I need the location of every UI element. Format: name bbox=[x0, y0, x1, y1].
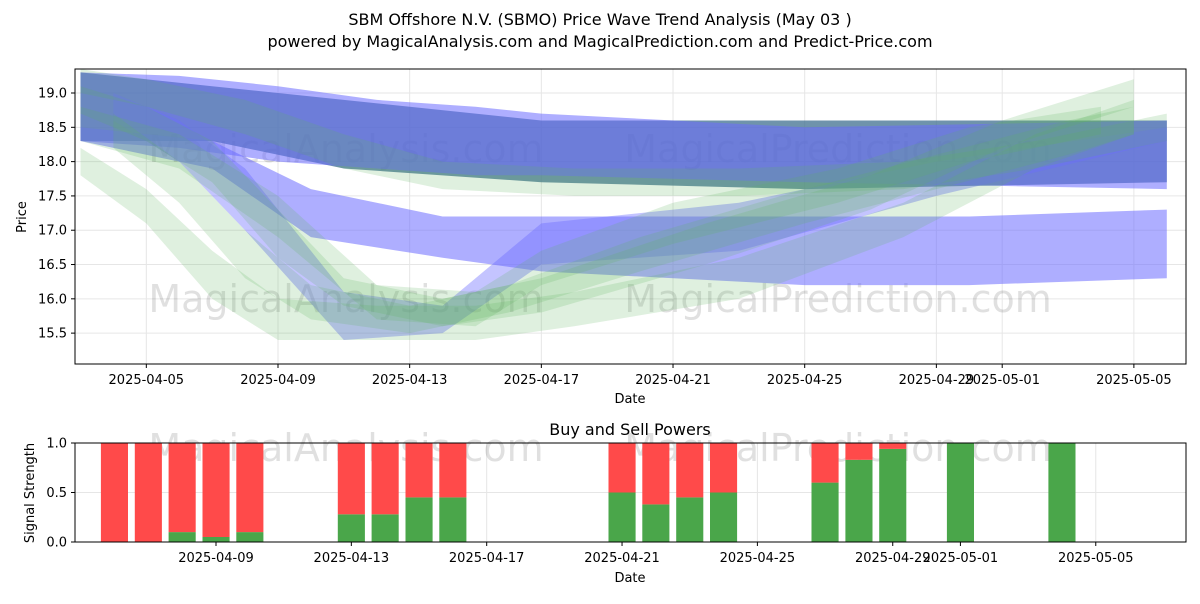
price-band bbox=[80, 127, 1167, 286]
price-x-tick-label: 2025-04-17 bbox=[504, 373, 580, 388]
watermark-text: MagicalAnalysis.com bbox=[148, 277, 543, 321]
price-band bbox=[113, 93, 1167, 340]
chart-title: SBM Offshore N.V. (SBMO) Price Wave Tren… bbox=[348, 10, 851, 29]
buy-bar bbox=[405, 497, 433, 542]
signal-y-ticks: 0.0 0.5 1.0 bbox=[46, 437, 75, 551]
sell-bar bbox=[879, 443, 907, 449]
buy-bar bbox=[439, 497, 467, 542]
signal-y-axis-label: Signal Strength bbox=[23, 443, 38, 543]
price-x-tick-label: 2025-04-25 bbox=[767, 373, 843, 388]
signal-x-tick-label: 2025-04-21 bbox=[584, 551, 660, 566]
price-band bbox=[80, 69, 1167, 196]
price-x-tick-label: 2025-04-09 bbox=[240, 373, 316, 388]
sell-bar bbox=[439, 443, 467, 498]
price-y-tick-label: 18.5 bbox=[38, 121, 67, 136]
sell-bar bbox=[608, 443, 636, 493]
sell-bar bbox=[405, 443, 433, 498]
price-x-axis-label: Date bbox=[614, 392, 645, 407]
price-x-tick-label: 2025-05-05 bbox=[1096, 373, 1172, 388]
sell-bar bbox=[337, 443, 365, 515]
price-y-tick-label: 15.5 bbox=[38, 327, 67, 342]
sell-bar bbox=[811, 443, 839, 483]
buy-bar bbox=[710, 492, 738, 542]
signal-x-tick-label: 2025-05-05 bbox=[1058, 551, 1134, 566]
price-band bbox=[80, 106, 1101, 327]
price-y-axis-label: Price bbox=[15, 201, 30, 233]
sell-bar bbox=[168, 443, 196, 533]
buy-bar bbox=[168, 532, 196, 542]
price-x-tick-label: 2025-04-21 bbox=[635, 373, 711, 388]
buy-bar bbox=[1048, 443, 1076, 542]
buy-bar bbox=[371, 514, 399, 542]
price-x-tick-label: 2025-04-13 bbox=[372, 373, 448, 388]
buy-bar bbox=[202, 537, 230, 542]
price-y-tick-label: 17.0 bbox=[38, 224, 67, 239]
price-y-tick-label: 19.0 bbox=[38, 87, 67, 102]
price-panel: MagicalAnalysis.com MagicalPrediction.co… bbox=[15, 68, 1187, 407]
buy-bar bbox=[845, 459, 873, 542]
price-y-tick-label: 16.5 bbox=[38, 258, 67, 273]
buy-bar bbox=[676, 497, 704, 542]
signal-y-tick-label: 1.0 bbox=[46, 437, 67, 452]
sell-bar bbox=[676, 443, 704, 498]
price-y-tick-label: 18.0 bbox=[38, 155, 67, 170]
price-band bbox=[80, 99, 1134, 341]
buy-bar bbox=[811, 482, 839, 542]
buy-bar bbox=[236, 532, 264, 542]
price-y-tick-label: 16.0 bbox=[38, 292, 67, 307]
signal-y-tick-label: 0.5 bbox=[46, 486, 67, 501]
buy-bar bbox=[608, 492, 636, 542]
sell-bar bbox=[236, 443, 264, 533]
sell-bar bbox=[710, 443, 738, 493]
sell-bar bbox=[134, 443, 162, 542]
buy-bar bbox=[337, 514, 365, 542]
signal-x-tick-label: 2025-04-09 bbox=[178, 551, 254, 566]
price-y-tick-label: 17.5 bbox=[38, 189, 67, 204]
buy-bar bbox=[879, 448, 907, 542]
signal-x-tick-label: 2025-04-17 bbox=[449, 551, 525, 566]
signal-panel: Buy and Sell Powers MagicalAnalysis.com … bbox=[23, 420, 1187, 586]
signal-title: Buy and Sell Powers bbox=[549, 420, 711, 439]
price-y-ticks: 15.5 16.0 16.5 17.0 17.5 18.0 18.5 19.0 bbox=[38, 87, 75, 342]
buy-bar bbox=[946, 443, 974, 542]
sell-bar bbox=[642, 443, 670, 505]
sell-bar bbox=[845, 443, 873, 460]
signal-x-axis-label: Date bbox=[614, 571, 645, 586]
price-band bbox=[80, 72, 1167, 190]
price-bands bbox=[80, 69, 1167, 341]
signal-x-ticks: 2025-04-09 2025-04-13 2025-04-17 2025-04-21… bbox=[178, 542, 1134, 566]
signal-x-tick-label: 2025-04-25 bbox=[720, 551, 796, 566]
sell-bar bbox=[371, 443, 399, 515]
buy-bar bbox=[642, 504, 670, 542]
chart-subtitle: powered by MagicalAnalysis.com and Magic… bbox=[267, 32, 932, 51]
price-x-tick-label: 2025-04-29 bbox=[899, 373, 975, 388]
price-x-ticks: 2025-04-05 2025-04-09 2025-04-13 2025-04-17… bbox=[109, 364, 1172, 388]
price-x-tick-label: 2025-05-01 bbox=[964, 373, 1040, 388]
sell-bar bbox=[202, 443, 230, 537]
price-axes-frame bbox=[74, 68, 1187, 365]
signal-y-tick-label: 0.0 bbox=[46, 536, 67, 551]
signal-x-tick-label: 2025-04-13 bbox=[314, 551, 390, 566]
sell-bar bbox=[100, 443, 128, 542]
price-band bbox=[80, 79, 1134, 327]
signal-x-tick-label: 2025-04-29 bbox=[855, 551, 931, 566]
signal-x-tick-label: 2025-05-01 bbox=[923, 551, 999, 566]
signal-bars bbox=[100, 443, 1076, 542]
price-x-tick-label: 2025-04-05 bbox=[109, 373, 185, 388]
